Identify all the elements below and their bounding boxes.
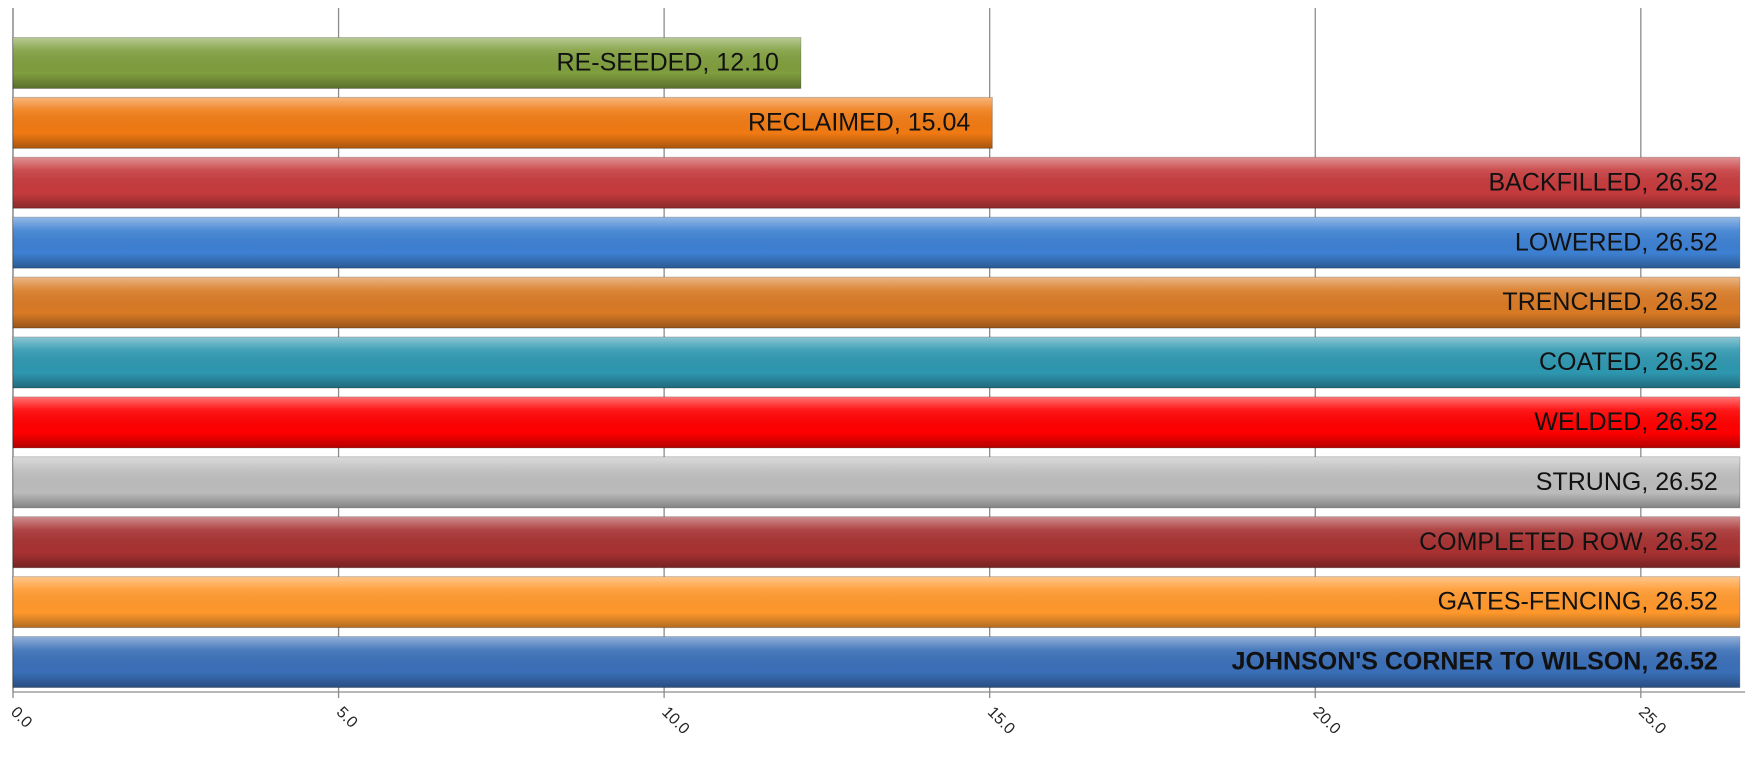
data-label: GATES-FENCING, 26.52 [1438,588,1718,616]
x-tick-label: 10.0 [658,704,692,738]
x-tick-label: 0.0 [7,704,35,732]
data-label: TRENCHED, 26.52 [1502,288,1717,316]
data-label: WELDED, 26.52 [1534,408,1717,436]
bar-gloss [13,576,1740,628]
bar-gloss [13,456,1740,508]
bar-gloss [13,97,993,149]
bar-gloss [13,396,1740,448]
bar-gloss [13,516,1740,568]
x-tick-label: 25.0 [1635,704,1669,738]
data-label: RE-SEEDED, 12.10 [557,49,779,77]
bar-gloss [13,37,801,89]
x-tick-label: 5.0 [333,704,361,732]
data-label: COATED, 26.52 [1539,348,1718,376]
bar-gloss [13,337,1740,388]
bar-gloss [13,636,1740,688]
data-label: JOHNSON'S CORNER TO WILSON, 26.52 [1232,648,1718,676]
data-label: BACKFILLED, 26.52 [1488,168,1717,196]
bar-gloss [13,277,1740,329]
data-label: COMPLETED ROW, 26.52 [1419,528,1718,556]
x-tick-label: 20.0 [1309,704,1343,738]
data-label: LOWERED, 26.52 [1515,228,1718,256]
data-label: RECLAIMED, 15.04 [748,108,970,136]
data-label: STRUNG, 26.52 [1536,468,1718,496]
bar-gloss [13,217,1740,269]
bar-gloss [13,157,1740,209]
x-tick-label: 15.0 [984,704,1018,738]
